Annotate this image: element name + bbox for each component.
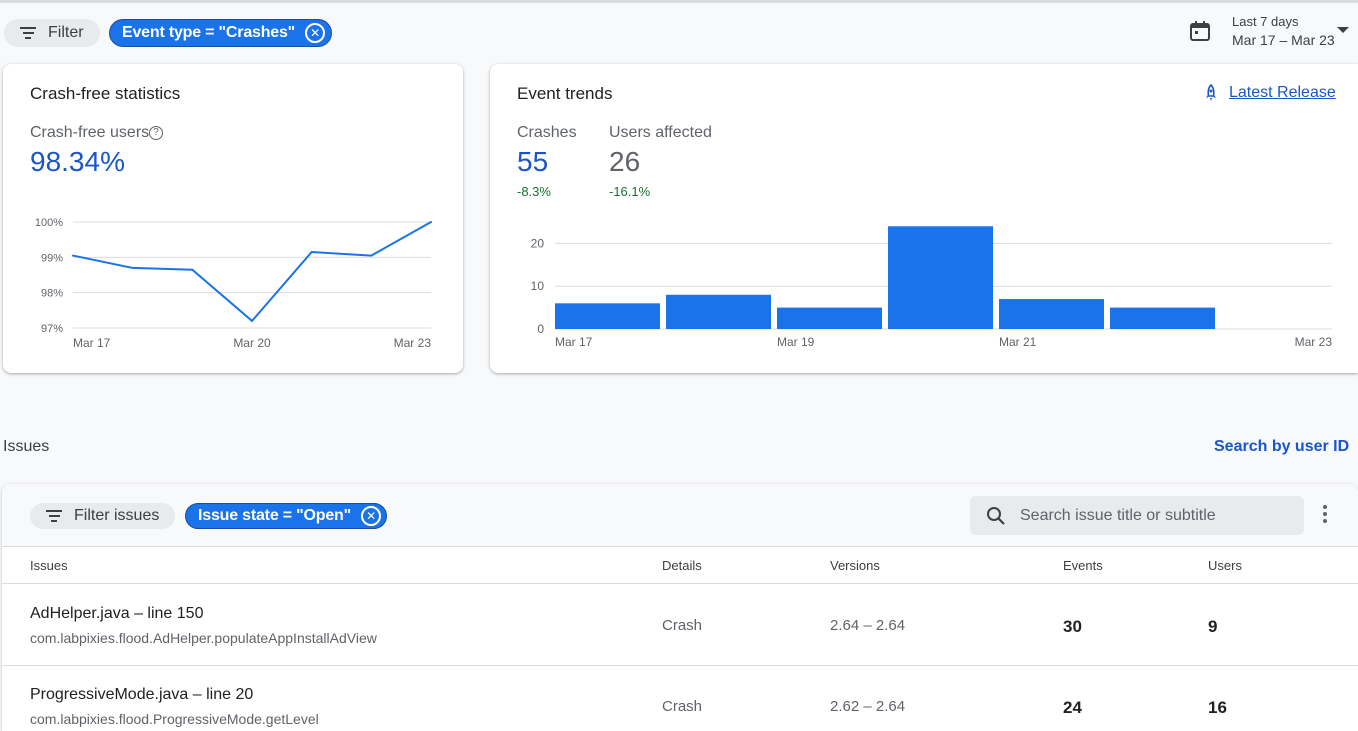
event-trends-bar-chart: 20 10 0 Mar 17 Mar 19 Mar 21 Mar 23 <box>531 226 1333 349</box>
col-details[interactable]: Details <box>662 558 702 573</box>
issue-state-chip[interactable]: Issue state = "Open" ✕ <box>185 503 388 529</box>
y-tick-label: 0 <box>537 322 544 336</box>
crash-free-line-chart: 100% 99% 98% 97% Mar 17 Mar 20 Mar 23 <box>35 217 432 350</box>
col-versions[interactable]: Versions <box>830 558 880 573</box>
issue-versions: 2.62 – 2.64 <box>830 698 906 715</box>
issues-table-header: Issues Details Versions Events Users <box>2 547 1358 584</box>
filter-button[interactable]: Filter <box>4 19 100 47</box>
col-users[interactable]: Users <box>1208 558 1242 573</box>
issue-details: Crash <box>662 617 703 634</box>
search-by-user-id-link[interactable]: Search by user ID <box>1214 438 1350 455</box>
bar-mar-18 <box>666 294 771 329</box>
remove-chip-icon[interactable]: ✕ <box>361 506 382 526</box>
issues-toolbar: Filter issues Issue state = "Open" ✕ <box>2 484 1358 547</box>
rocket-icon <box>1206 84 1216 101</box>
crash-free-series-line <box>72 221 432 323</box>
y-tick-label: 99% <box>41 252 63 264</box>
filter-icon <box>20 27 36 39</box>
bar-mar-19 <box>777 307 882 329</box>
table-row[interactable]: AdHelper.java – line 150 com.labpixies.f… <box>2 585 1358 666</box>
date-range-value: Mar 17 – Mar 23 <box>1232 32 1335 48</box>
latest-release-link[interactable]: Latest Release <box>1202 84 1336 102</box>
issue-users: 9 <box>1208 617 1218 636</box>
crash-free-title: Crash-free statistics <box>30 84 181 103</box>
issue-events: 30 <box>1063 617 1082 636</box>
crash-free-users-label: Crash-free users <box>30 124 150 141</box>
event-trends-card: Event trends Latest Release Crashes 55 -… <box>490 64 1358 373</box>
issue-search-box[interactable] <box>970 496 1304 535</box>
data-point <box>370 254 373 257</box>
col-events[interactable]: Events <box>1063 558 1103 573</box>
filter-issues-label: Filter issues <box>74 507 160 524</box>
crash-free-card: Crash-free statistics Crash-free users ?… <box>3 64 463 373</box>
issue-search-input[interactable] <box>1020 506 1300 525</box>
data-point <box>72 254 74 257</box>
users-affected-label: Users affected <box>609 124 712 141</box>
data-point <box>131 266 134 269</box>
bar-mar-17 <box>555 303 660 329</box>
issues-panel: Filter issues Issue state = "Open" ✕ Iss… <box>2 484 1358 731</box>
y-tick-label: 98% <box>41 288 63 300</box>
bar-mar-21 <box>999 299 1104 329</box>
bar-mar-20 <box>888 226 993 329</box>
filter-icon <box>46 510 62 522</box>
issue-details: Crash <box>662 698 703 715</box>
x-tick-label: Mar 17 <box>73 336 111 350</box>
date-range-label: Last 7 days <box>1232 14 1299 29</box>
x-tick-label: Mar 21 <box>999 335 1037 349</box>
table-row[interactable]: ProgressiveMode.java – line 20 com.labpi… <box>2 666 1358 731</box>
crashes-label: Crashes <box>517 124 577 141</box>
users-affected-value: 26 <box>609 146 641 177</box>
top-divider <box>0 0 1358 3</box>
chevron-down-icon <box>1337 27 1349 33</box>
y-tick-label: 20 <box>531 236 545 250</box>
more-options-icon[interactable] <box>1323 505 1327 523</box>
data-point <box>191 268 194 271</box>
issues-section-title: Issues <box>3 438 50 455</box>
filter-issues-button[interactable]: Filter issues <box>30 503 176 529</box>
data-point <box>310 251 313 254</box>
issue-subtitle: com.labpixies.flood.AdHelper.populateApp… <box>30 630 377 646</box>
issue-subtitle: com.labpixies.flood.ProgressiveMode.getL… <box>30 711 319 727</box>
filter-label: Filter <box>48 24 84 41</box>
users-affected-delta: -16.1% <box>609 184 651 199</box>
x-tick-label: Mar 17 <box>555 335 593 349</box>
search-icon <box>987 506 1005 525</box>
issue-file: ProgressiveMode.java <box>30 686 189 703</box>
event-type-chip-label: Event type = "Crashes" <box>122 24 296 41</box>
issue-state-chip-label: Issue state = "Open" <box>198 507 352 524</box>
date-range-picker[interactable]: Last 7 days Mar 17 – Mar 23 <box>1186 12 1354 52</box>
issue-users: 16 <box>1208 698 1227 717</box>
calendar-icon <box>1190 21 1210 41</box>
bar-mar-22 <box>1110 307 1215 329</box>
issue-line: – line 150 <box>129 605 204 622</box>
y-tick-label: 100% <box>35 217 63 229</box>
crash-free-users-value: 98.34% <box>30 146 125 177</box>
x-tick-label: Mar 20 <box>233 336 271 350</box>
crashes-delta: -8.3% <box>517 184 551 199</box>
data-point <box>430 221 432 223</box>
x-tick-label: Mar 23 <box>394 336 432 350</box>
x-tick-label: Mar 23 <box>1295 335 1333 349</box>
x-tick-label: Mar 19 <box>777 335 815 349</box>
issue-events: 24 <box>1063 698 1082 717</box>
data-point <box>251 319 253 322</box>
issue-line: – line 20 <box>188 686 254 703</box>
y-tick-label: 97% <box>41 323 63 335</box>
col-issues[interactable]: Issues <box>30 558 68 573</box>
event-type-chip[interactable]: Event type = "Crashes" ✕ <box>109 19 333 47</box>
remove-chip-icon[interactable]: ✕ <box>305 23 326 43</box>
latest-release-label: Latest Release <box>1229 84 1336 101</box>
issue-versions: 2.64 – 2.64 <box>830 617 906 634</box>
crashes-value: 55 <box>517 146 549 177</box>
issue-file: AdHelper.java <box>30 605 130 622</box>
help-icon[interactable]: ? <box>149 126 163 140</box>
event-trends-title: Event trends <box>517 84 613 103</box>
y-tick-label: 10 <box>531 279 545 293</box>
